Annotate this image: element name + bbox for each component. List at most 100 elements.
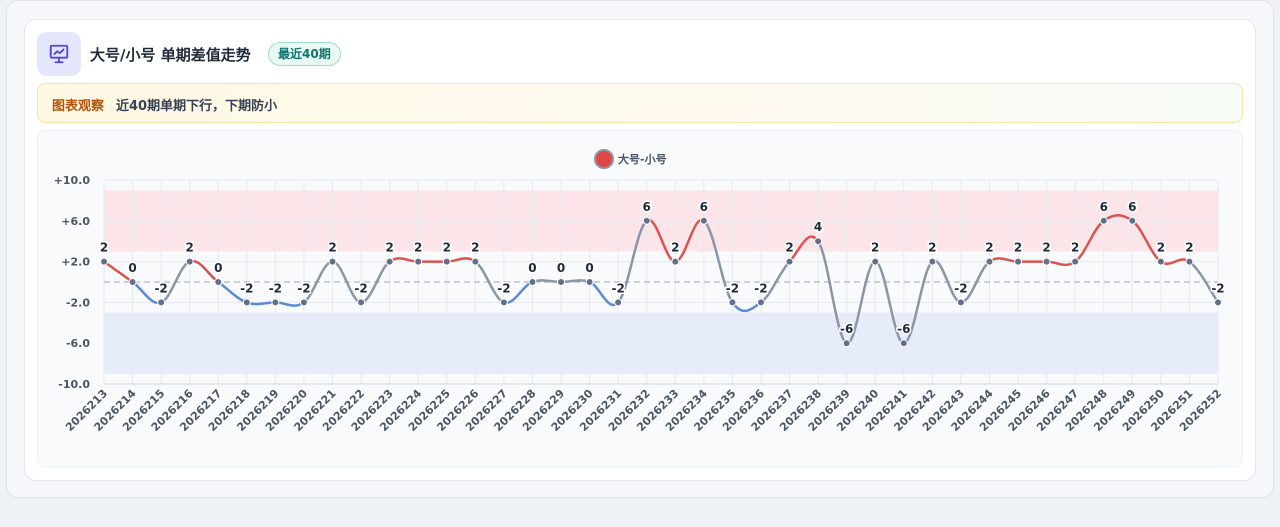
data-label: 2 — [328, 241, 336, 255]
data-point — [1014, 257, 1023, 266]
data-point — [414, 257, 423, 266]
data-label: 2 — [785, 241, 793, 255]
data-label: 6 — [1100, 200, 1108, 214]
data-point — [928, 257, 937, 266]
data-label: -2 — [1211, 281, 1224, 295]
data-label: 6 — [643, 200, 651, 214]
data-point — [328, 257, 337, 266]
data-point — [814, 237, 823, 246]
series-line-segment — [559, 279, 591, 284]
chart-presentation-icon — [37, 32, 81, 76]
chart-card: 大号/小号 单期差值走势 最近40期 图表观察 近40期单期下行，下期防小 — [24, 19, 1256, 481]
data-point — [128, 278, 137, 286]
chart-legend[interactable]: 大号-小号 — [594, 146, 667, 172]
y-tick-label: +2.0 — [61, 256, 90, 269]
data-label: 2 — [871, 241, 879, 255]
data-label: -6 — [897, 322, 910, 336]
series-line-segment — [873, 260, 906, 345]
series-line-segment — [616, 219, 648, 304]
data-point — [1071, 257, 1080, 266]
data-point — [271, 298, 280, 307]
data-point — [756, 298, 765, 307]
chart-title: 大号/小号 单期差值走势 — [90, 46, 251, 64]
data-point — [842, 339, 851, 348]
data-label: -2 — [611, 281, 624, 295]
data-label: -6 — [840, 322, 853, 336]
data-point — [728, 298, 737, 307]
y-tick-label: -2.0 — [66, 296, 90, 309]
data-point — [157, 298, 166, 307]
data-label: 2 — [100, 241, 108, 255]
data-point — [557, 278, 566, 286]
data-point — [528, 278, 537, 286]
data-label: 2 — [928, 241, 936, 255]
period-badge: 最近40期 — [268, 42, 341, 66]
observation-tag: 图表观察 — [52, 99, 105, 114]
data-label: -2 — [726, 281, 739, 295]
data-label: 0 — [528, 261, 536, 275]
data-point — [1214, 298, 1222, 307]
data-point — [985, 257, 994, 266]
data-point — [100, 257, 108, 266]
data-label: -2 — [240, 281, 253, 295]
data-point — [214, 278, 223, 286]
data-label: 2 — [443, 241, 451, 255]
series-line-segment — [816, 239, 848, 345]
data-point — [1042, 257, 1051, 266]
data-point — [956, 298, 965, 307]
y-tick-label: +10.0 — [54, 174, 91, 187]
data-point — [299, 298, 308, 307]
data-label: -2 — [754, 281, 767, 295]
legend-label: 大号-小号 — [618, 153, 667, 166]
data-label: 0 — [128, 261, 136, 275]
data-point — [499, 298, 508, 307]
data-label: -2 — [954, 281, 967, 295]
data-label: 6 — [1128, 200, 1136, 214]
series-line-segment — [731, 301, 763, 313]
data-point — [1128, 216, 1137, 225]
y-tick-label: +6.0 — [61, 215, 90, 228]
data-point — [899, 339, 908, 348]
data-label: -2 — [297, 281, 310, 295]
data-point — [642, 216, 651, 225]
data-point — [385, 257, 394, 266]
data-label: 2 — [985, 241, 993, 255]
data-point — [785, 257, 794, 266]
data-label: -2 — [497, 281, 510, 295]
data-label: -2 — [154, 281, 167, 295]
data-point — [614, 298, 623, 307]
data-label: 2 — [385, 241, 393, 255]
series-line-segment — [702, 219, 734, 304]
data-label: 2 — [1185, 241, 1193, 255]
data-point — [471, 257, 480, 266]
data-point — [442, 257, 451, 266]
data-point — [357, 298, 366, 307]
legend-swatch — [594, 149, 614, 169]
y-tick-label: -6.0 — [66, 337, 90, 350]
data-label: 2 — [1042, 241, 1050, 255]
data-label: 2 — [1014, 241, 1022, 255]
data-label: 4 — [814, 220, 822, 234]
data-point — [1099, 216, 1108, 225]
data-label: 2 — [671, 241, 679, 255]
data-point — [242, 298, 251, 307]
chart-observation-banner: 图表观察 近40期单期下行，下期防小 — [37, 83, 1243, 123]
series-line-segment — [245, 301, 277, 306]
data-label: 2 — [471, 241, 479, 255]
data-point — [871, 257, 880, 266]
y-tick-label: -10.0 — [58, 378, 90, 391]
data-point — [1156, 257, 1165, 266]
series-line-segment — [531, 279, 563, 284]
data-label: 0 — [557, 261, 565, 275]
data-point — [585, 278, 594, 286]
data-point — [1185, 257, 1194, 266]
data-label: 0 — [585, 261, 593, 275]
data-label: 2 — [414, 241, 422, 255]
data-label: 6 — [700, 200, 708, 214]
data-label: 2 — [1157, 241, 1165, 255]
data-label: -2 — [354, 281, 367, 295]
data-label: -2 — [269, 281, 282, 295]
data-label: 2 — [186, 241, 194, 255]
data-point — [671, 257, 680, 266]
